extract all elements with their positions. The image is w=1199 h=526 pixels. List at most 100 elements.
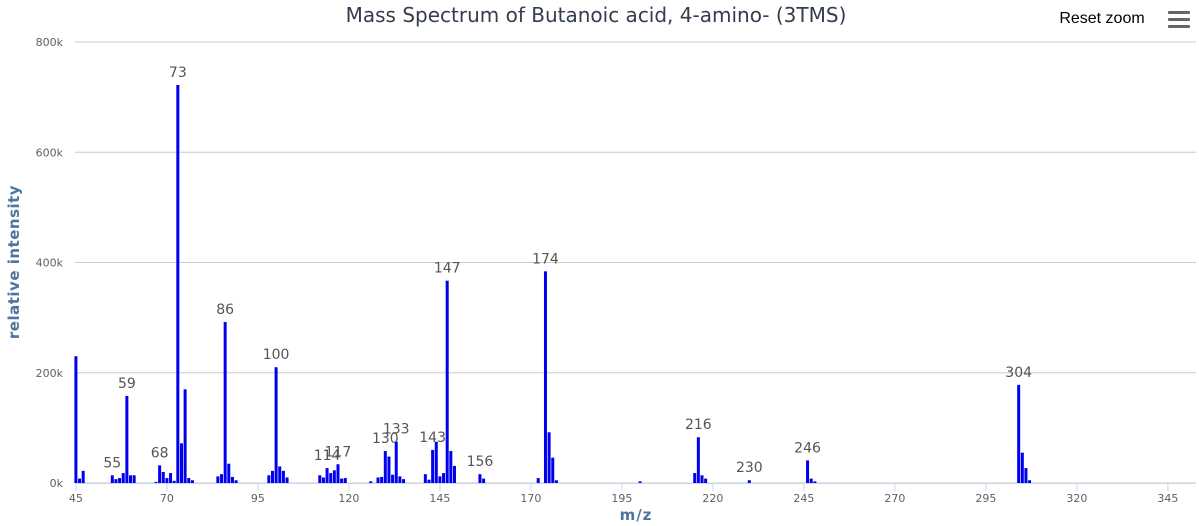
hamburger-menu-icon[interactable] [1164, 4, 1194, 34]
peak-bar[interactable] [747, 480, 751, 483]
y-tick-label: 0k [50, 477, 64, 490]
peak-bar[interactable] [1024, 468, 1028, 483]
peak-bar[interactable] [270, 470, 274, 483]
peak-bar[interactable] [223, 322, 227, 483]
peak-label: 156 [467, 454, 494, 470]
peak-bar[interactable] [340, 478, 344, 483]
peak-bar[interactable] [431, 449, 435, 483]
peak-bar[interactable] [74, 356, 78, 483]
peak-bar[interactable] [391, 474, 395, 483]
peak-bar[interactable] [380, 476, 384, 483]
peak-label: 246 [794, 440, 821, 456]
peak-bar[interactable] [1028, 480, 1032, 483]
x-tick-label: 245 [793, 492, 814, 505]
peak-bar[interactable] [118, 478, 122, 483]
peak-bar[interactable] [183, 389, 187, 483]
peak-bar[interactable] [114, 479, 118, 483]
y-tick-label: 200k [36, 367, 64, 380]
peak-bar[interactable] [336, 464, 340, 483]
peak-bar[interactable] [423, 474, 427, 483]
peak-bar[interactable] [110, 475, 114, 483]
peak-bar[interactable] [274, 367, 278, 483]
peak-bar[interactable] [1017, 384, 1021, 483]
peak-bar[interactable] [809, 478, 813, 483]
peak-bar[interactable] [176, 84, 180, 483]
peak-bar[interactable] [234, 480, 238, 483]
peak-bar[interactable] [169, 473, 173, 483]
peak-label: 117 [325, 444, 352, 460]
peak-bar[interactable] [638, 481, 642, 483]
reset-zoom-button[interactable]: Reset zoom [1044, 4, 1160, 34]
peak-bar[interactable] [216, 476, 220, 483]
x-tick-label: 295 [975, 492, 996, 505]
peak-bar[interactable] [132, 475, 136, 483]
x-tick-label: 270 [884, 492, 905, 505]
grid [75, 41, 1196, 484]
peak-bar[interactable] [158, 465, 162, 483]
peak-bar[interactable] [332, 470, 336, 483]
peak-bar[interactable] [190, 480, 194, 483]
peak-bar[interactable] [554, 480, 558, 483]
peak-bar[interactable] [329, 473, 333, 483]
peak-bar[interactable] [452, 465, 456, 483]
peak-bar[interactable] [806, 460, 810, 483]
peak-bar[interactable] [125, 395, 129, 483]
peak-bar[interactable] [700, 475, 704, 483]
peak-bar[interactable] [321, 477, 325, 483]
peak-bar[interactable] [267, 475, 271, 483]
peak-bar[interactable] [161, 471, 165, 483]
peak-bar[interactable] [325, 468, 329, 483]
peak-bar[interactable] [179, 443, 183, 483]
peak-bar[interactable] [693, 473, 697, 483]
x-tick-label: 320 [1066, 492, 1087, 505]
peak-bar[interactable] [227, 463, 231, 483]
peak-bar[interactable] [704, 478, 708, 483]
peak-bar[interactable] [230, 476, 234, 483]
peak-bar[interactable] [445, 280, 449, 483]
axes: 0k 200k 400k 600k 800k 45 70 95 120 145 170 195 220 2… [36, 36, 1196, 505]
peak-bar[interactable] [343, 478, 347, 483]
peak-bar[interactable] [427, 479, 431, 483]
peak-bar[interactable] [438, 476, 442, 483]
peak-bar[interactable] [402, 479, 406, 483]
menu-bar [1168, 17, 1190, 21]
peak-bar[interactable] [547, 432, 551, 483]
peak-label: 86 [216, 302, 234, 318]
peak-bar[interactable] [369, 481, 373, 483]
peak-bar[interactable] [187, 478, 191, 483]
y-axis-title: relative intensity [5, 185, 23, 339]
x-axis-title: m/z [620, 506, 653, 524]
peak-bar[interactable] [285, 477, 289, 483]
peak-bar[interactable] [383, 451, 387, 483]
peak-label: 230 [736, 460, 763, 476]
peak-bar[interactable] [278, 466, 282, 483]
peak-bar[interactable] [387, 456, 391, 483]
peak-bar[interactable] [543, 271, 547, 483]
peak-bar[interactable] [434, 441, 438, 483]
peak-bar[interactable] [81, 470, 85, 483]
peak-bar[interactable] [172, 480, 176, 483]
peak-bar[interactable] [1020, 452, 1024, 483]
peak-bar[interactable] [394, 441, 398, 483]
peak-bar[interactable] [220, 474, 224, 483]
peak-bar[interactable] [318, 475, 322, 483]
peak-bar[interactable] [121, 473, 125, 483]
peak-bar[interactable] [78, 478, 82, 483]
peak-bar[interactable] [129, 475, 133, 483]
peak-bar[interactable] [154, 481, 158, 483]
peak-bar[interactable] [478, 474, 482, 483]
peak-bar[interactable] [442, 473, 446, 483]
peak-bar[interactable] [536, 478, 540, 483]
peak-bar[interactable] [813, 481, 817, 483]
peak-bar[interactable] [165, 478, 169, 483]
peak-label: 55 [103, 455, 121, 471]
peak-bar[interactable] [376, 477, 380, 483]
peak-bar[interactable] [551, 457, 555, 483]
peak-bar[interactable] [449, 451, 453, 483]
peak-bar[interactable] [281, 470, 285, 483]
peak-label: 73 [169, 65, 187, 81]
peak-bar[interactable] [398, 476, 402, 483]
peak-bar[interactable] [696, 437, 700, 483]
peak-bar[interactable] [482, 478, 486, 483]
